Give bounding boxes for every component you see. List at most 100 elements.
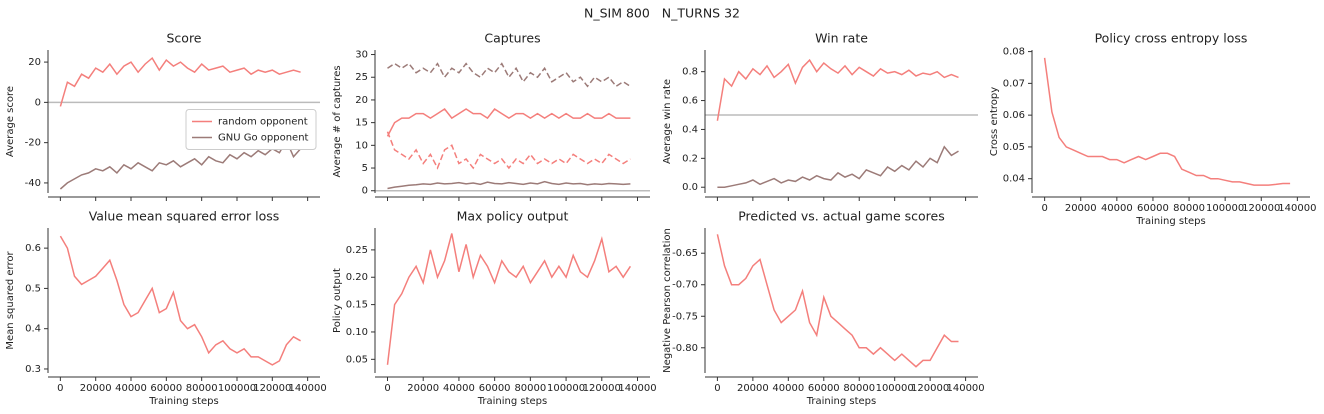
y-tick-label: 0.05	[1003, 142, 1025, 153]
y-tick-label: 0.20	[346, 272, 368, 283]
y-tick-label: 10	[355, 140, 368, 151]
legend-label: random opponent	[218, 117, 308, 128]
x-tick-label: 80000	[186, 383, 218, 394]
series-line	[386, 131, 631, 170]
y-tick-label: 5	[362, 163, 368, 174]
y-tick-label: 0.04	[1003, 174, 1025, 185]
y-tick-label: 0.25	[346, 245, 368, 256]
x-tick-label: 60000	[479, 383, 511, 394]
y-tick-label: -0.70	[672, 280, 698, 291]
x-axis-label: Training steps	[477, 396, 547, 407]
x-axis-label: Training steps	[806, 396, 876, 407]
x-tick-label: 40000	[115, 383, 147, 394]
legend-label: GNU Go opponent	[218, 133, 309, 144]
y-axis-label: Policy output	[332, 268, 343, 333]
y-axis-label: Negative Pearson correlation	[662, 228, 673, 373]
x-tick-label: 40000	[772, 383, 804, 394]
x-tick-label: 60000	[1137, 203, 1169, 214]
x-tick-label: 140000	[946, 383, 984, 394]
subplot-title: Captures	[484, 31, 540, 46]
y-tick-label: 0	[362, 186, 368, 197]
x-tick-label: 60000	[150, 383, 182, 394]
y-axis-label: Average win rate	[662, 79, 673, 164]
series-line	[59, 56, 301, 107]
x-tick-label: 60000	[808, 383, 840, 394]
y-tick-label: 20	[28, 57, 41, 68]
series-line	[59, 235, 301, 366]
x-tick-label: 140000	[618, 383, 656, 394]
y-tick-label: 25	[355, 72, 368, 83]
y-tick-label: 0.6	[682, 96, 698, 107]
x-tick-label: 0	[714, 383, 720, 394]
y-tick-label: 0.05	[346, 354, 368, 365]
y-tick-label: 0.3	[25, 364, 41, 375]
y-axis-label: Average # of captures	[332, 65, 343, 177]
series-line	[387, 180, 631, 190]
y-tick-label: 0.8	[682, 67, 698, 78]
subplot-title: Win rate	[815, 31, 868, 46]
y-tick-label: 0.2	[682, 153, 698, 164]
y-tick-label: 15	[355, 118, 368, 129]
y-tick-label: -0.75	[672, 311, 698, 322]
x-tick-label: 80000	[843, 383, 875, 394]
subplot-title: Score	[166, 31, 201, 46]
subplot-title: Policy cross entropy loss	[1095, 31, 1248, 46]
series-line	[717, 145, 959, 188]
x-tick-label: 80000	[1173, 203, 1205, 214]
x-tick-label: 100000	[1206, 203, 1244, 214]
x-tick-label: 120000	[911, 383, 949, 394]
series-line	[386, 233, 632, 365]
x-tick-label: 80000	[514, 383, 546, 394]
y-tick-label: 0	[35, 97, 41, 108]
y-tick-label: -40	[25, 178, 41, 189]
y-axis-label: Mean squared error	[5, 251, 16, 350]
y-tick-label: -20	[25, 138, 41, 149]
y-axis-label: Cross entropy	[989, 87, 1000, 156]
series-line	[387, 62, 631, 88]
legend-frame	[185, 109, 317, 150]
series-line	[716, 58, 959, 121]
x-tick-label: 20000	[407, 383, 439, 394]
x-tick-label: 100000	[547, 383, 585, 394]
y-tick-label: 0.4	[682, 124, 698, 135]
x-tick-label: 20000	[737, 383, 769, 394]
y-axis-label: Average score	[5, 86, 16, 157]
figure-title: N_SIM 800 N_TURNS 32	[584, 6, 740, 21]
x-axis-label: Training steps	[1135, 216, 1205, 227]
subplot-title: Max policy output	[457, 209, 569, 224]
series-line	[386, 107, 631, 137]
y-tick-label: 0.15	[346, 300, 368, 311]
y-tick-label: 0.6	[25, 243, 41, 254]
x-tick-label: 100000	[876, 383, 914, 394]
subplot-title: Predicted vs. actual game scores	[738, 209, 945, 224]
y-tick-label: -0.65	[672, 248, 698, 259]
x-tick-label: 40000	[1101, 203, 1133, 214]
y-tick-label: 0.10	[346, 327, 368, 338]
series-line	[59, 138, 302, 190]
x-tick-label: 40000	[443, 383, 475, 394]
x-tick-label: 120000	[253, 383, 291, 394]
y-tick-label: 0.06	[1003, 110, 1025, 121]
y-tick-label: 0.07	[1003, 78, 1025, 89]
y-tick-label: 20	[355, 95, 368, 106]
x-tick-label: 20000	[80, 383, 112, 394]
series-line	[1043, 57, 1291, 186]
x-tick-label: 0	[57, 383, 63, 394]
x-axis-label: Training steps	[148, 396, 218, 407]
x-tick-label: 120000	[583, 383, 621, 394]
subplot-title: Value mean squared error loss	[89, 209, 280, 224]
x-tick-label: 120000	[1242, 203, 1280, 214]
series-line	[716, 234, 959, 368]
x-tick-label: 140000	[1278, 203, 1316, 214]
x-tick-label: 0	[384, 383, 390, 394]
y-tick-label: -0.80	[672, 343, 698, 354]
x-tick-label: 20000	[1065, 203, 1097, 214]
y-tick-label: 0.5	[25, 283, 41, 294]
y-tick-label: 30	[355, 50, 368, 61]
x-tick-label: 140000	[289, 383, 327, 394]
y-tick-label: 0.4	[25, 324, 41, 335]
x-tick-label: 0	[1041, 203, 1047, 214]
y-tick-label: 0.0	[682, 182, 698, 193]
y-tick-label: 0.08	[1003, 47, 1025, 58]
